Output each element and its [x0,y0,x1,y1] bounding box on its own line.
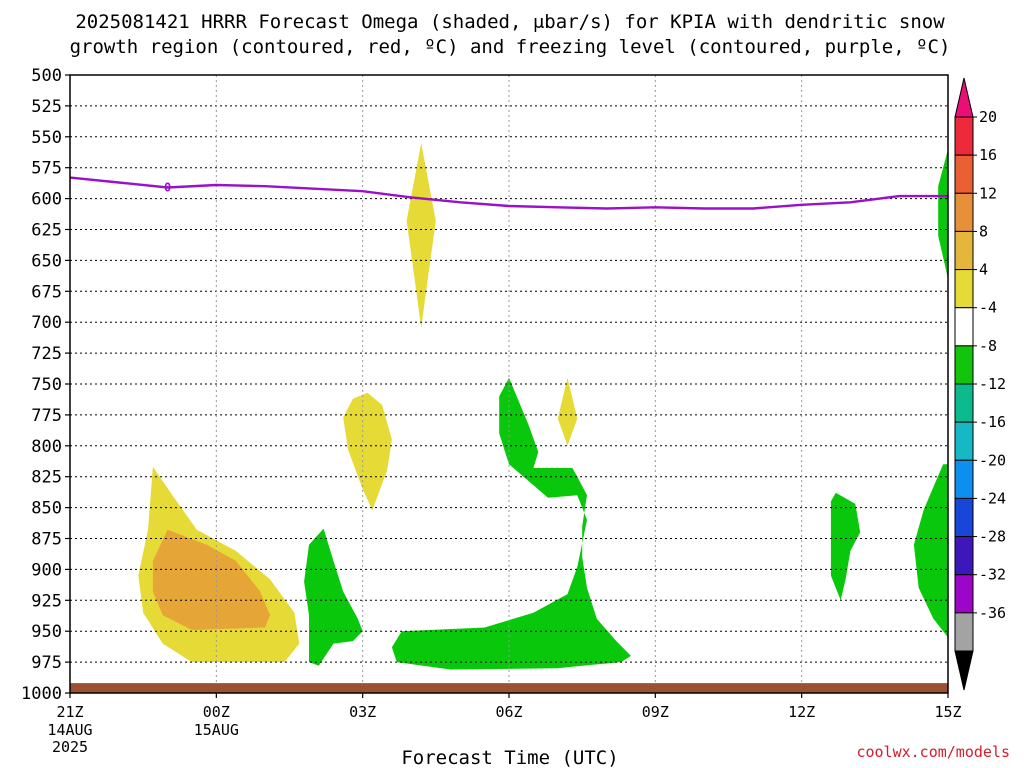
y-tick-label-550: 550 [31,128,62,148]
x-tick-label-09Z: 09Z [642,703,669,721]
y-tick-label-600: 600 [31,190,62,210]
colorbar-swatch-4 [954,230,974,271]
plot-area: 0 [69,74,949,694]
colorbar-swatch-1 [954,116,974,156]
y-axis: 500 525 550 575 600 625 650 675 700 725 750 775 800 8… [21,66,70,704]
colorbar-swatch-2 [954,154,974,194]
colorbar-swatch-5 [954,269,974,309]
y-tick-label-675: 675 [31,282,62,302]
colorbar-swatch-13 [954,574,974,614]
colorbar-swatch-12 [954,536,974,576]
omega-region-10 [938,149,948,279]
colorbar: 20 16 12 8 4 -4 -8 -12 -16 -20 -24 -28 -32 -36 [954,77,1006,691]
omega-region-4 [406,143,436,329]
omega-region-5 [557,377,578,446]
colorbar-label-8: -12 [979,375,1006,393]
y-tick-label-1000: 1000 [21,684,62,704]
y-tick-label-700: 700 [31,313,62,333]
chart-title-line-1: 2025081421 HRRR Forecast Omega (shaded, … [75,11,945,33]
omega-region-9 [913,464,948,638]
y-tick-label-725: 725 [31,344,62,364]
x-tick-label-15Z: 15Z [934,703,961,721]
colorbar-swatch-9 [954,421,974,461]
colorbar-label-5: 4 [979,261,988,279]
omega-region-6 [304,528,363,666]
omega-region-8 [830,492,861,601]
colorbar-label-14: -36 [979,604,1006,622]
colorbar-top-arrow [954,77,974,118]
x-tick-label-21Z: 21Z [56,703,83,721]
x-tick-sublabel-00Z-1: 15AUG [194,721,239,739]
x-tick-label-00Z: 00Z [203,703,230,721]
colorbar-label-10: -20 [979,451,1006,469]
colorbar-label-12: -28 [979,528,1006,546]
y-tick-label-800: 800 [31,437,62,457]
colorbar-swatch-10 [954,459,974,499]
colorbar-label-6: -4 [979,299,997,317]
y-tick-label-575: 575 [31,159,62,179]
y-tick-label-925: 925 [31,591,62,611]
x-axis-label: Forecast Time (UTC) [401,747,618,768]
y-tick-label-825: 825 [31,468,62,488]
y-tick-label-525: 525 [31,97,62,117]
y-tick-label-850: 850 [31,499,62,519]
colorbar-label-4: 8 [979,222,988,240]
omega-region-3 [343,392,392,511]
y-tick-label-500: 500 [31,66,62,86]
colorbar-label-13: -32 [979,566,1006,584]
colorbar-label-3: 12 [979,184,997,202]
freezing-level-line [69,176,948,210]
omega-region-7 [391,377,631,670]
y-tick-label-900: 900 [31,560,62,580]
colorbar-bottom-arrow [954,650,974,691]
freezing-level-label: 0 [164,180,171,194]
colorbar-label-2: 16 [979,146,997,164]
omega-shaded-regions [138,143,948,670]
colorbar-swatch-3 [954,192,974,232]
x-tick-label-06Z: 06Z [495,703,522,721]
colorbar-swatch-8 [954,383,974,423]
y-tick-label-625: 625 [31,221,62,241]
colorbar-swatch-11 [954,497,974,538]
y-tick-label-950: 950 [31,622,62,642]
chart-title-line-2: growth region (contoured, red, ºC) and f… [70,36,951,58]
colorbar-label-9: -16 [979,413,1006,431]
colorbar-swatch-7 [954,345,974,385]
y-tick-label-650: 650 [31,251,62,271]
x-tick-label-12Z: 12Z [788,703,815,721]
omega-region-2 [152,529,270,630]
x-tick-sublabel-21Z-1: 14AUG [47,721,92,739]
y-tick-label-750: 750 [31,375,62,395]
x-tick-label-03Z: 03Z [349,703,376,721]
colorbar-swatch-6 [954,307,974,347]
y-tick-label-975: 975 [31,653,62,673]
colorbar-label-11: -24 [979,489,1006,507]
credit-text: coolwx.com/models [856,743,1010,761]
y-tick-label-775: 775 [31,406,62,426]
ground-surface [70,683,948,693]
y-tick-label-875: 875 [31,530,62,550]
colorbar-label-7: -8 [979,337,997,355]
colorbar-swatch-14 [954,612,974,652]
colorbar-label-1: 20 [979,108,997,126]
x-tick-sublabel-21Z-2: 2025 [52,738,88,756]
